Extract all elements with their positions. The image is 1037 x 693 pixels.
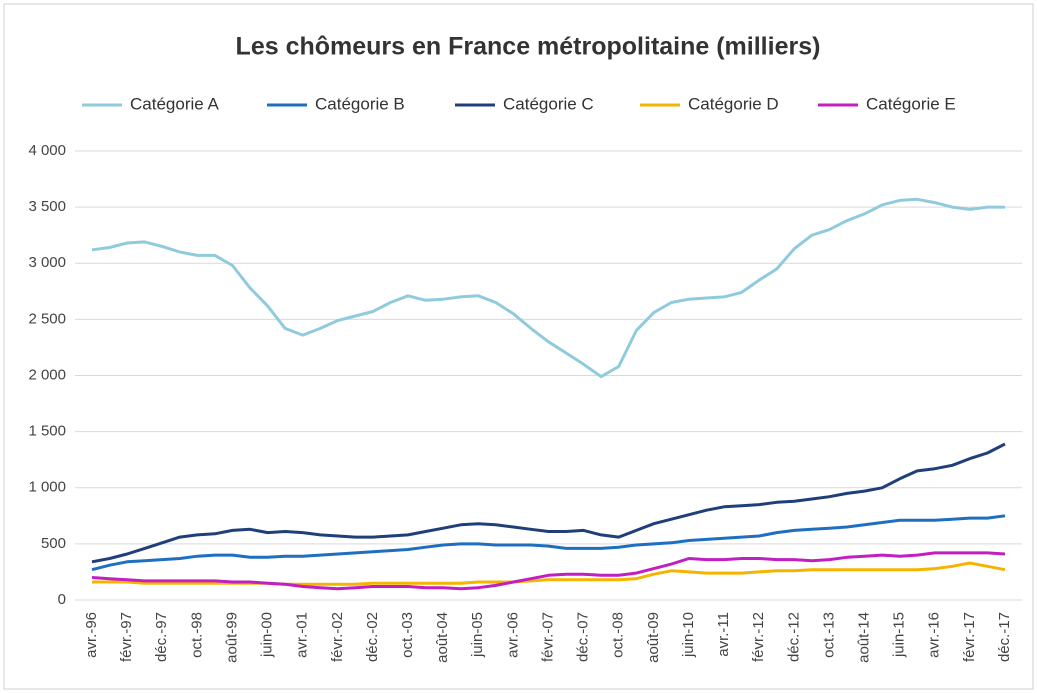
series-line xyxy=(91,442,1006,564)
y-tick-label: 3 500 xyxy=(28,198,66,215)
legend-label: Catégorie A xyxy=(130,94,219,113)
x-tick-label: déc.-97 xyxy=(153,612,170,662)
chart-frame xyxy=(3,3,1034,690)
x-tick-label: avr.-96 xyxy=(83,612,100,658)
legend-label: Catégorie D xyxy=(688,94,779,113)
chart-title: Les chômeurs en France métropolitaine (m… xyxy=(236,33,821,61)
x-tick-label: févr.-17 xyxy=(961,612,978,662)
x-tick-label: déc.-17 xyxy=(996,612,1013,662)
x-tick-label: juin-00 xyxy=(259,612,276,658)
x-tick-label: févr.-97 xyxy=(118,612,135,662)
y-tick-label: 1 000 xyxy=(28,479,66,496)
series-line xyxy=(91,514,1006,572)
x-tick-label: août-99 xyxy=(223,612,240,663)
y-tick-label: 0 xyxy=(58,591,66,608)
x-tick-label: févr.-02 xyxy=(329,612,346,662)
legend-label: Catégorie B xyxy=(315,94,405,113)
x-tick-label: déc.-02 xyxy=(364,612,381,662)
x-tick-label: août-09 xyxy=(645,612,662,663)
x-tick-label: oct.-13 xyxy=(820,612,837,658)
y-tick-label: 1 500 xyxy=(28,423,66,440)
x-tick-label: avr.-16 xyxy=(926,612,943,658)
legend-label: Catégorie C xyxy=(503,94,594,113)
x-tick-label: oct.-03 xyxy=(399,612,416,658)
x-tick-label: déc.-07 xyxy=(575,612,592,662)
x-tick-label: avr.-06 xyxy=(504,612,521,658)
series-line xyxy=(91,551,1006,591)
x-tick-label: févr.-12 xyxy=(750,612,767,662)
series-line xyxy=(91,197,1005,379)
x-tick-label: oct.-98 xyxy=(188,612,205,658)
x-tick-label: juin-10 xyxy=(680,612,697,658)
y-tick-label: 2 000 xyxy=(28,366,66,383)
x-tick-label: avr.-11 xyxy=(715,612,732,657)
y-tick-label: 500 xyxy=(41,535,66,552)
x-tick-label: août-14 xyxy=(856,612,873,663)
x-tick-label: juin-15 xyxy=(891,612,908,658)
legend-label: Catégorie E xyxy=(866,94,956,113)
y-tick-label: 2 500 xyxy=(28,310,66,327)
y-tick-label: 4 000 xyxy=(28,142,66,159)
y-tick-label: 3 000 xyxy=(28,254,66,271)
x-tick-label: avr.-01 xyxy=(294,612,311,658)
x-tick-label: août-04 xyxy=(434,612,451,663)
x-tick-label: juin-05 xyxy=(469,612,486,658)
x-tick-label: févr.-07 xyxy=(539,612,556,662)
x-tick-label: déc.-12 xyxy=(785,612,802,662)
x-tick-label: oct.-08 xyxy=(610,612,627,658)
